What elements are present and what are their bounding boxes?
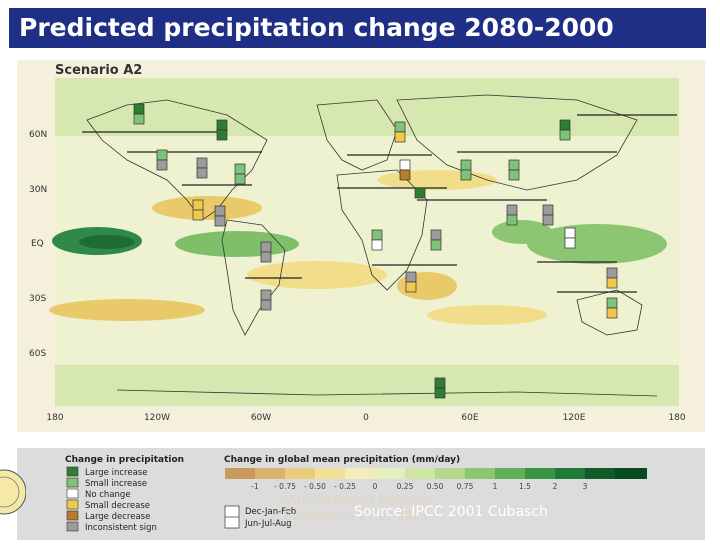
color-scale-bar xyxy=(225,468,647,479)
lat-label: EQ xyxy=(31,239,44,249)
scale-tick: 2 xyxy=(553,482,558,491)
lon-label: 120W xyxy=(144,413,170,423)
legend-item-labels: Large increase Small increase No change … xyxy=(85,468,157,533)
lat-label: 30S xyxy=(29,294,46,304)
scale-tick: -1 xyxy=(251,482,259,491)
organization-logo xyxy=(0,469,26,515)
scale-tick: 0.50 xyxy=(427,482,444,491)
lon-label: 120E xyxy=(563,413,586,423)
region-boxes xyxy=(82,114,677,293)
legend-swatches xyxy=(66,466,79,532)
legend-scale-title: Change in global mean precipitation (mm/… xyxy=(224,455,460,465)
lat-label: 30N xyxy=(29,185,47,195)
season-item: Dec-Jan-Feb xyxy=(245,507,296,517)
lon-label: 60W xyxy=(251,413,271,423)
legend-graphic: Change in precipitation Large increase S… xyxy=(65,455,647,533)
season-key: Dec-Jan-Feb Jun-Jul-Aug xyxy=(224,505,296,529)
lon-labels: 180 120W 60W 0 60E 120E 180 xyxy=(46,413,685,423)
legend-item: No change xyxy=(85,490,131,500)
lon-label: 180 xyxy=(46,413,63,423)
region-symbols xyxy=(133,103,618,399)
season-item: Jun-Jul-Aug xyxy=(244,519,292,529)
lat-labels: 60N 30N EQ 30S 60S xyxy=(29,130,47,359)
scale-tick: - 0.50 xyxy=(304,482,326,491)
title-bar: Predicted precipitation change 2080-2000 xyxy=(9,8,706,48)
footer-line-1: NATCOM Project Mid-term xyxy=(279,493,433,507)
legend-item: Small decrease xyxy=(85,501,150,511)
legend-item: Large decrease xyxy=(85,512,150,522)
scenario-label: Scenario A2 xyxy=(55,63,142,78)
scale-tick-labels: -1 - 0.75 - 0.50 - 0.25 0 0.25 0.50 0.75… xyxy=(251,482,587,491)
slide-title: Predicted precipitation change 2080-2000 xyxy=(19,13,614,42)
scale-tick: - 0.25 xyxy=(334,482,356,491)
lat-label: 60N xyxy=(29,130,47,140)
lat-label: 60S xyxy=(29,349,46,359)
legend-item: Inconsistent sign xyxy=(85,523,157,533)
scale-tick: 1 xyxy=(493,482,498,491)
lon-label: 60E xyxy=(461,413,478,423)
map-graphic: Scenario A2 60N 30N EQ 30S 60S 180 120W … xyxy=(29,63,686,423)
lon-label: 0 xyxy=(363,413,369,423)
scale-tick: - 0.75 xyxy=(274,482,296,491)
scale-tick: 1.5 xyxy=(519,482,531,491)
map-legend: Change in precipitation Large increase S… xyxy=(17,448,705,540)
coastlines xyxy=(86,94,658,397)
legend-item: Large increase xyxy=(85,468,147,478)
scale-tick: 3 xyxy=(583,482,588,491)
footer-line-2: Evaluation - 27.02.2003 xyxy=(284,509,428,523)
scale-tick: 0.25 xyxy=(397,482,414,491)
source-credit: Source: IPCC 2001 Cubasch xyxy=(354,504,548,520)
scale-tick: 0 xyxy=(373,482,378,491)
scale-tick: 0.75 xyxy=(457,482,474,491)
lon-label: 180 xyxy=(668,413,685,423)
legend-symbols-title: Change in precipitation xyxy=(65,455,184,465)
precipitation-map: Scenario A2 60N 30N EQ 30S 60S 180 120W … xyxy=(17,60,705,432)
legend-item: Small increase xyxy=(85,479,147,489)
